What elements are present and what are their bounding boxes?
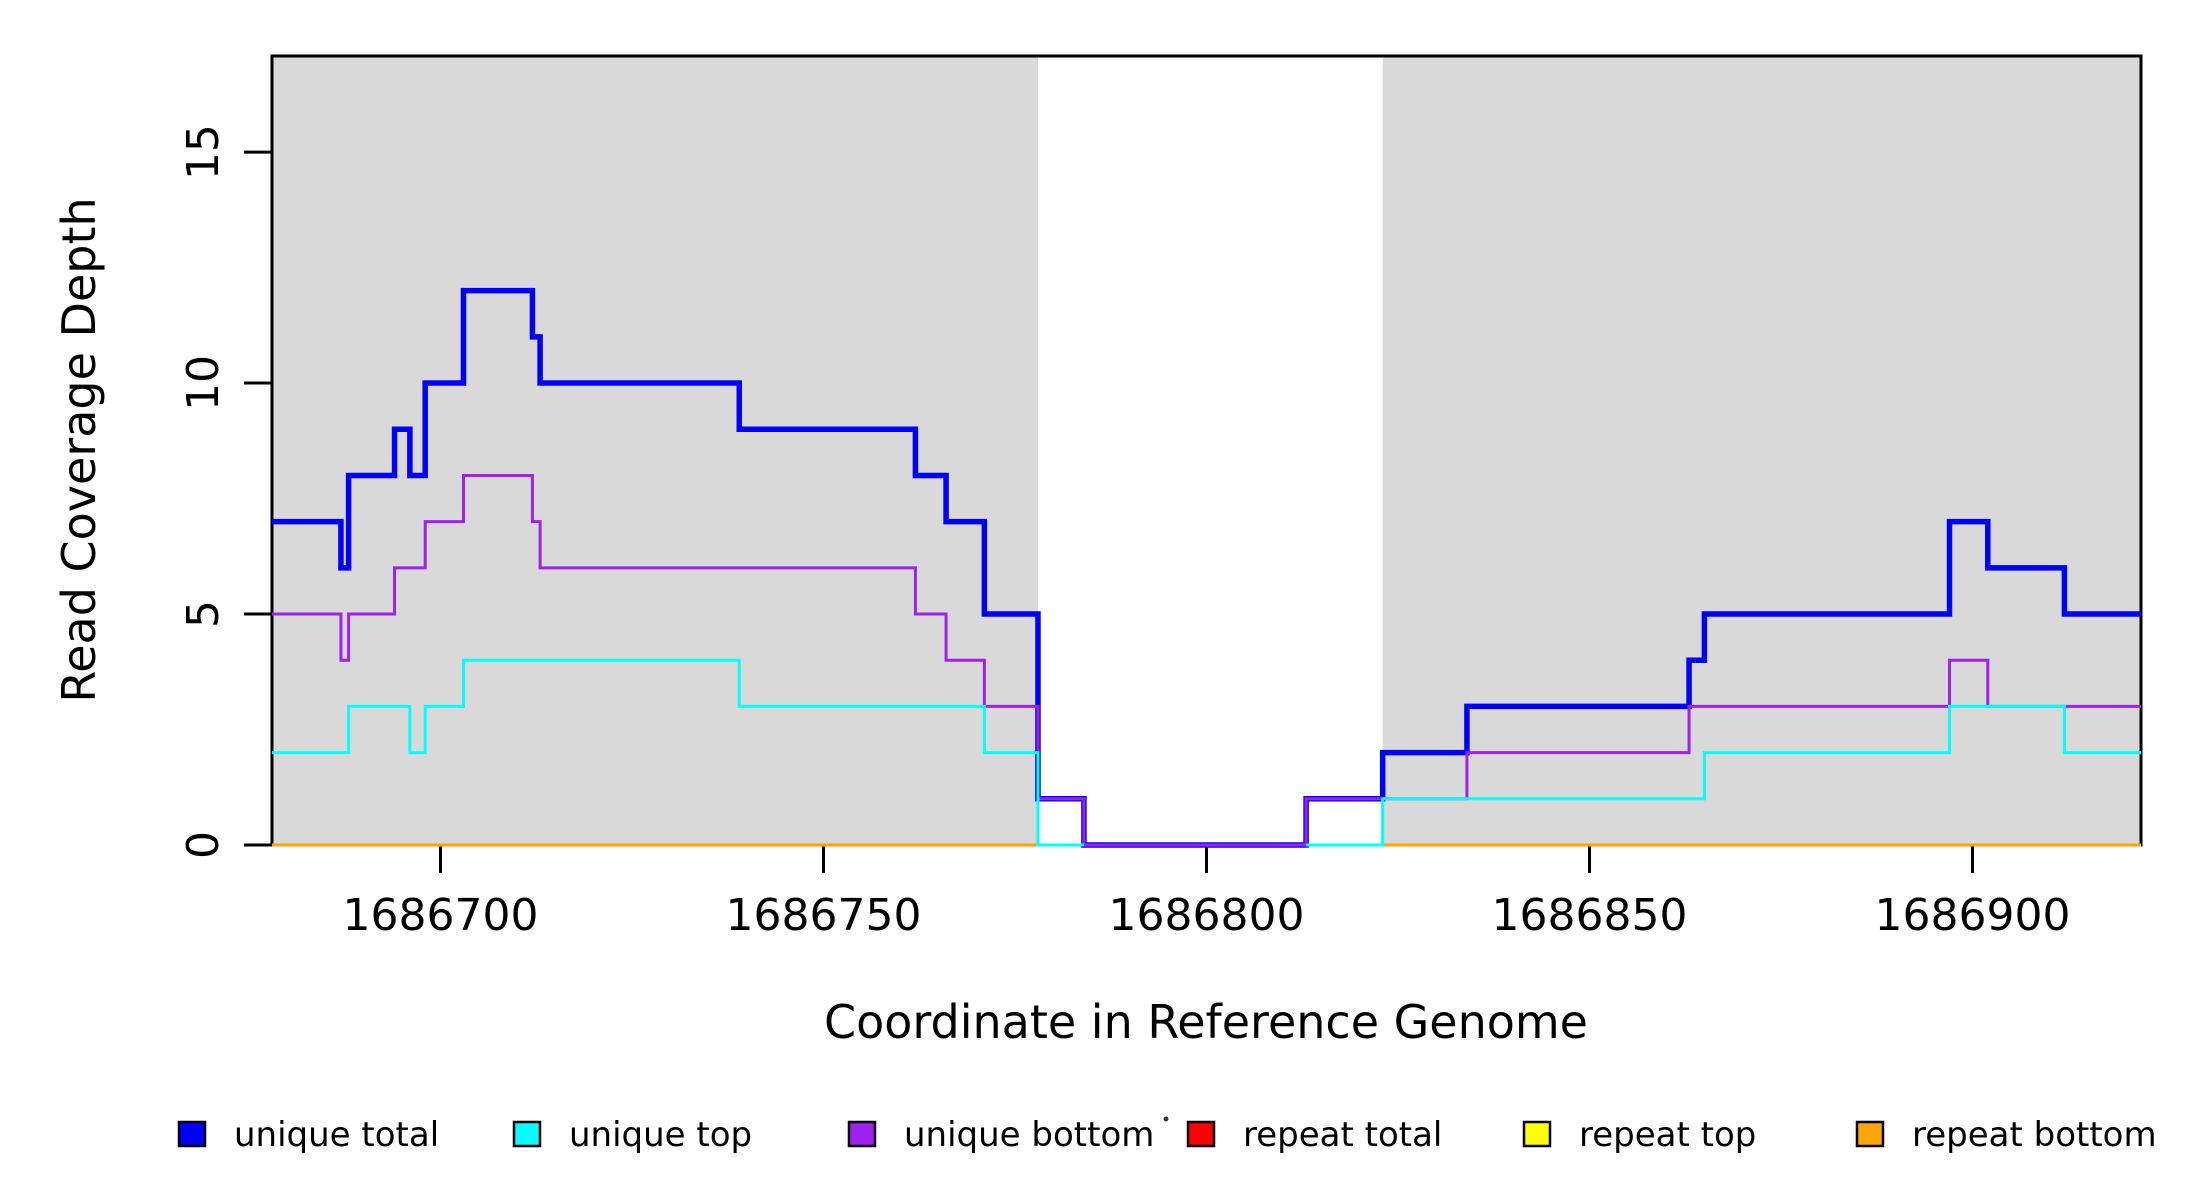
- legend-item-repeat-bottom: repeat bottom: [1855, 1115, 2157, 1155]
- legend-swatch-unique-total: [177, 1120, 207, 1148]
- left-shaded-region: [272, 56, 1038, 845]
- x-tick-label: 1686700: [343, 890, 539, 941]
- series-line-unique-top: [272, 658, 2141, 847]
- plot-area: 1686700 1686750 1686800 1686850 1686900 0 5 10 1…: [178, 54, 2143, 1122]
- legend-label: unique total: [234, 1115, 439, 1155]
- legend-label: repeat top: [1579, 1115, 1756, 1155]
- legend-swatch-repeat-top: [1522, 1120, 1552, 1148]
- series-line-unique-bottom: [272, 473, 2141, 847]
- legend-item-unique-bottom: unique bottom: [847, 1115, 1154, 1155]
- legend-swatch-unique-bottom: [847, 1120, 877, 1148]
- series-line-unique-total: [272, 287, 2141, 848]
- x-axis-title: Coordinate in Reference Genome: [824, 995, 1588, 1049]
- legend-label: unique bottom: [904, 1115, 1154, 1155]
- x-tick-label: 1686850: [1492, 890, 1688, 941]
- legend-item-unique-total: unique total: [177, 1115, 439, 1155]
- legend-item-unique-top: unique top: [512, 1115, 752, 1155]
- stray-dot: [1163, 1116, 1169, 1122]
- legend-label: unique top: [569, 1115, 752, 1155]
- legend-item-repeat-top: repeat top: [1522, 1115, 1756, 1155]
- legend-swatch-unique-top: [512, 1120, 542, 1148]
- legend: unique total unique top unique bottom repea…: [177, 1115, 2157, 1155]
- y-tick-label: 5: [178, 600, 229, 628]
- legend-label: repeat total: [1243, 1115, 1442, 1155]
- legend-label: repeat bottom: [1912, 1115, 2157, 1155]
- legend-item-repeat-total: repeat total: [1186, 1115, 1442, 1155]
- x-tick-label: 1686750: [726, 890, 922, 941]
- x-tick-label: 1686800: [1109, 890, 1305, 941]
- x-tick-label: 1686900: [1874, 890, 2070, 941]
- y-tick-label: 15: [178, 124, 229, 180]
- legend-swatch-repeat-bottom: [1855, 1120, 1885, 1148]
- legend-swatch-repeat-total: [1186, 1120, 1216, 1148]
- y-axis-title: Read Coverage Depth: [52, 197, 106, 702]
- y-tick-label: 0: [178, 831, 229, 859]
- right-shaded-region: [1382, 56, 2141, 845]
- y-tick-label: 10: [178, 355, 229, 411]
